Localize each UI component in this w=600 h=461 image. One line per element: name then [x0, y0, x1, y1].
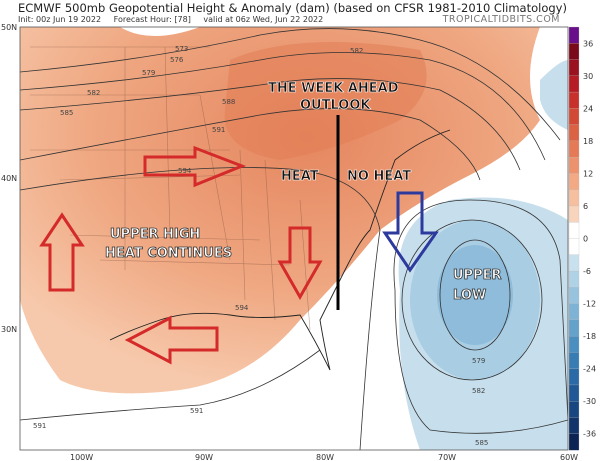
svg-text:576: 576 — [170, 56, 184, 64]
svg-text:579: 579 — [472, 357, 485, 365]
colorbar-segment — [568, 157, 580, 174]
forecast-info: Init: 00z Jun 19 2022 Forecast Hour: [78… — [18, 15, 333, 24]
colorbar-segment — [568, 433, 580, 451]
coastline — [109, 129, 451, 371]
svg-text:40N: 40N — [1, 174, 17, 183]
svg-text:579: 579 — [142, 69, 155, 77]
headline-line2: OUTLOOK — [300, 98, 371, 113]
upper-high-label-1: UPPER HIGH — [110, 227, 200, 242]
colorbar-segment — [568, 401, 580, 418]
forecast-hour: Forecast Hour: [78] — [113, 15, 191, 24]
colorbar-label: 36 — [583, 39, 593, 48]
heat-arrow-east — [143, 145, 247, 188]
colorbar-segment — [568, 352, 580, 370]
valid-time: valid at 06z Wed, Jun 22 2022 — [203, 15, 324, 24]
colorbar-segment — [568, 319, 580, 337]
svg-text:591: 591 — [190, 407, 203, 415]
colorbar-segment — [568, 26, 580, 44]
colorbar-label: 18 — [583, 137, 593, 146]
upper-low-label-2: LOW — [453, 288, 486, 303]
colorbar-label: -30 — [583, 397, 596, 406]
colorbar-segment — [568, 222, 580, 239]
upper-low-label-1: UPPER — [453, 268, 502, 283]
no-heat-label: NO HEAT — [347, 169, 411, 184]
colorbar-segment — [568, 173, 580, 191]
colorbar-segment — [568, 75, 580, 93]
colorbar-segment — [568, 108, 580, 126]
colorbar-segment — [568, 270, 580, 288]
svg-text:90W: 90W — [195, 453, 213, 461]
colorbar-label: -6 — [583, 267, 591, 276]
svg-text:582: 582 — [87, 89, 100, 97]
svg-text:582: 582 — [472, 387, 485, 395]
heat-label: HEAT — [281, 169, 319, 184]
svg-text:591: 591 — [33, 422, 46, 430]
svg-text:573: 573 — [175, 45, 188, 53]
svg-text:585: 585 — [60, 109, 73, 117]
negative-anomaly-core — [437, 245, 513, 345]
init-time: Init: 00z Jun 19 2022 — [18, 15, 102, 24]
colorbar-label: -24 — [583, 365, 596, 374]
upper-high-label-2: HEAT CONTINUES — [105, 246, 232, 261]
heat-arrow-west — [124, 315, 219, 365]
svg-text:50N: 50N — [1, 23, 17, 32]
svg-text:60W: 60W — [560, 453, 578, 461]
svg-text:594: 594 — [235, 304, 249, 312]
colorbar-label: 0 — [583, 235, 588, 244]
colorbar-segment — [568, 384, 580, 402]
colorbar-segment — [568, 124, 580, 142]
headline-line1: THE WEEK AHEAD — [268, 81, 399, 96]
colorbar-segment — [568, 368, 580, 386]
colorbar-segment — [568, 43, 580, 60]
colorbar-label: -18 — [583, 332, 596, 341]
svg-text:594: 594 — [178, 167, 192, 175]
colorbar-segment — [568, 254, 580, 272]
heat-arrow-north — [39, 212, 85, 292]
colorbar-label: -36 — [583, 430, 596, 439]
colorbar-label: 30 — [583, 72, 593, 81]
colorbar-segment — [568, 287, 580, 305]
strong-anomaly-core — [224, 42, 427, 160]
svg-text:588: 588 — [222, 98, 235, 106]
colorbar-label: 12 — [583, 169, 593, 178]
colorbar-label: 6 — [583, 202, 588, 211]
colorbar-segment — [568, 91, 580, 109]
annotations: THE WEEK AHEAD OUTLOOK HEAT NO HEAT UPPE… — [105, 81, 502, 304]
svg-text:30N: 30N — [1, 325, 17, 334]
svg-text:100W: 100W — [70, 453, 93, 461]
colorbar-segment — [568, 205, 580, 223]
svg-text:591: 591 — [212, 126, 225, 134]
chart-title: ECMWF 500mb Geopotential Height & Anomal… — [18, 1, 567, 15]
contour-labels: 573 576 579 582 585 588 591 594 582 579 … — [33, 45, 488, 447]
lon-labels: 100W 90W 80W 70W 60W — [70, 453, 578, 461]
heat-arrow-south — [277, 226, 323, 301]
svg-text:582: 582 — [350, 47, 363, 55]
colorbar-segment — [568, 59, 580, 77]
colorbar-segment — [568, 140, 580, 158]
svg-text:80W: 80W — [316, 453, 334, 461]
colorbar: 36 30 24 18 12 6 0 -6 -12 -18 -24 -30 -36 — [568, 26, 596, 451]
lat-labels: 50N 40N 30N — [1, 23, 17, 334]
colorbar-segment — [568, 189, 580, 207]
site-credit: TROPICALTIDBITS.COM — [442, 14, 560, 25]
colorbar-segment — [568, 303, 580, 321]
svg-text:70W: 70W — [438, 453, 456, 461]
colorbar-segment — [568, 238, 580, 256]
positive-anomaly-region — [20, 27, 540, 394]
map-area: 573 576 579 582 585 588 591 594 582 579 … — [20, 27, 568, 450]
colorbar-segment — [568, 417, 580, 435]
colorbar-segment — [568, 335, 580, 353]
cool-arrow-south — [382, 191, 439, 273]
svg-text:585: 585 — [475, 439, 488, 447]
height-contours — [20, 28, 568, 450]
colorbar-label: 24 — [583, 104, 593, 113]
colorbar-label: -12 — [583, 300, 596, 309]
map-frame — [19, 26, 569, 451]
